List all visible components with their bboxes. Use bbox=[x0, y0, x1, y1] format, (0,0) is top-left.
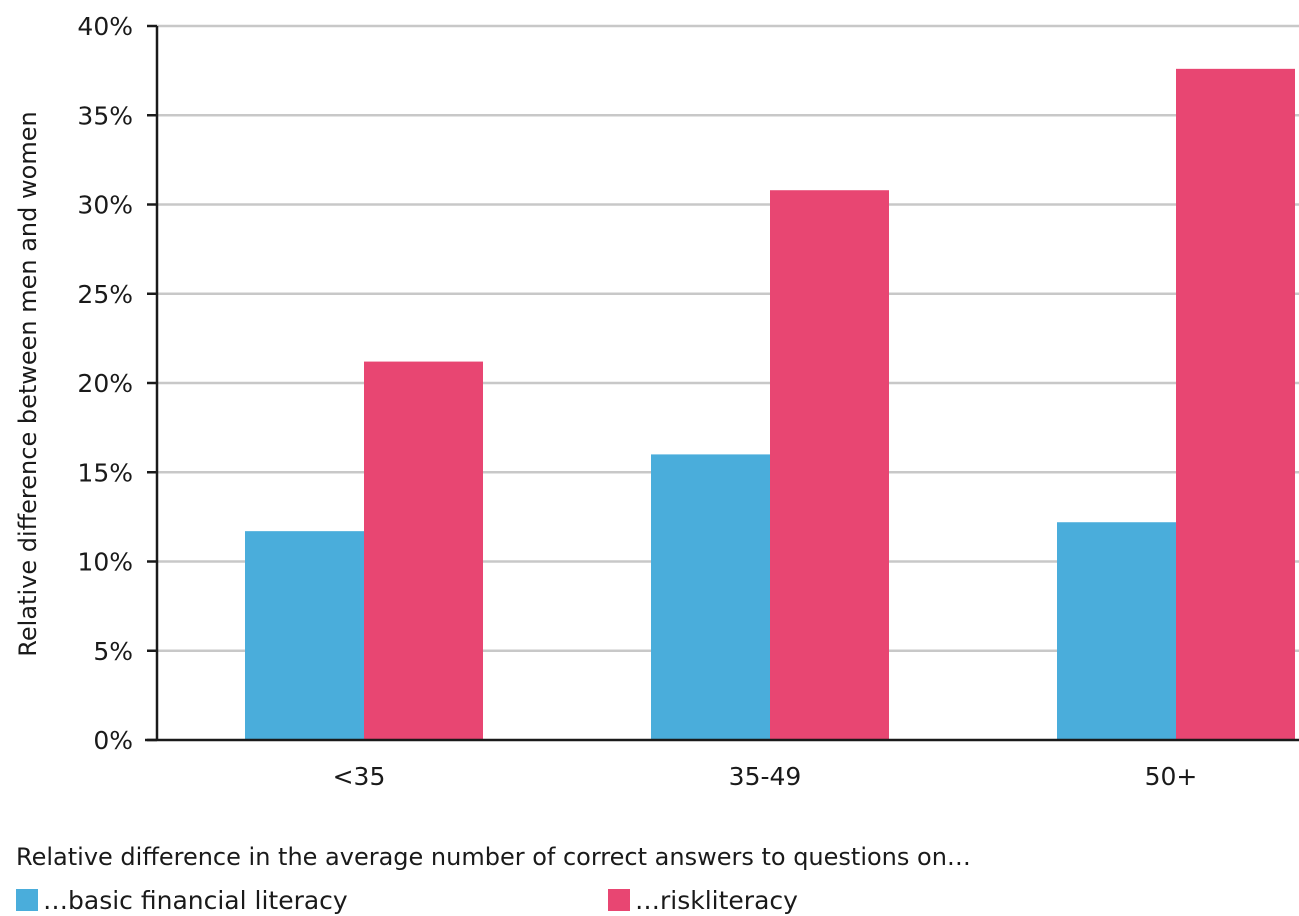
y-tick-label: 30% bbox=[77, 191, 133, 220]
bar-basic-financial-literacy bbox=[651, 454, 770, 740]
legend-label: …basic financial literacy bbox=[43, 886, 348, 915]
x-tick-label: 50+ bbox=[1145, 762, 1198, 791]
y-tick-label: 40% bbox=[77, 12, 133, 41]
y-tick-label: 35% bbox=[77, 101, 133, 130]
legend-label: …riskliteracy bbox=[635, 886, 798, 915]
y-tick-label: 5% bbox=[93, 637, 133, 666]
bar-risk-literacy bbox=[1176, 68, 1295, 741]
y-axis-title: Relative difference between men and wome… bbox=[14, 111, 42, 656]
y-tick-label: 20% bbox=[77, 369, 133, 398]
x-tick-labels: <35 35-49 50+ bbox=[333, 762, 1198, 791]
y-tick-label: 25% bbox=[77, 280, 133, 309]
legend-swatch bbox=[16, 889, 38, 911]
bar-risk-literacy bbox=[364, 361, 483, 740]
bar-basic-financial-literacy bbox=[245, 531, 364, 740]
legend: …basic financial literacy …riskliteracy bbox=[16, 886, 798, 915]
x-tick-label: <35 bbox=[333, 762, 386, 791]
bar-basic-financial-literacy bbox=[1057, 522, 1176, 740]
bar-risk-literacy bbox=[770, 190, 889, 741]
y-tick-label: 10% bbox=[77, 548, 133, 577]
x-tick-label: 35-49 bbox=[729, 762, 802, 791]
y-tick-labels: 0% 5% 10% 15% 20% 25% 30% 35% 40% bbox=[77, 12, 157, 755]
legend-swatch bbox=[608, 889, 630, 911]
y-tick-label: 0% bbox=[93, 726, 133, 755]
x-axis-title: Relative difference in the average numbe… bbox=[16, 843, 971, 871]
bars bbox=[245, 68, 1295, 741]
y-tick-label: 15% bbox=[77, 458, 133, 487]
